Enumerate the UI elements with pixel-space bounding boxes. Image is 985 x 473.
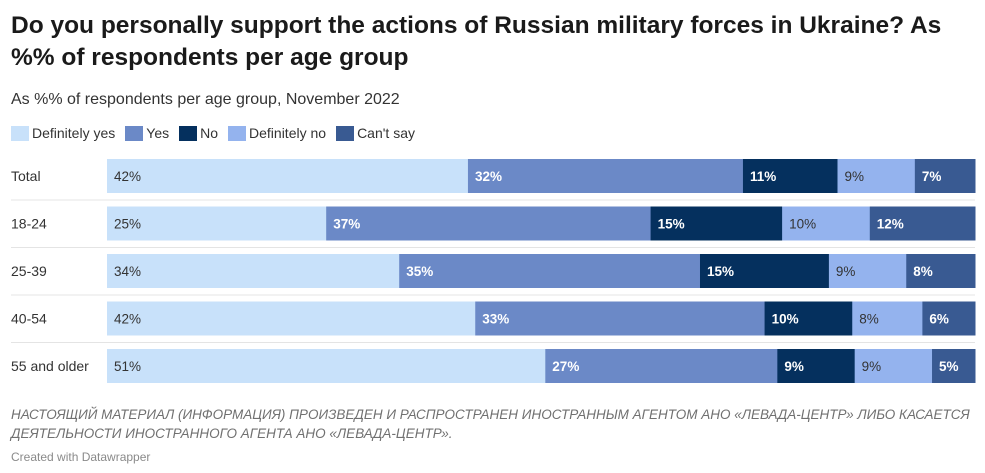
category-label-25-39: 25-39 xyxy=(11,263,47,279)
bar-18-24-yes xyxy=(326,206,652,241)
value-label-total-definitely-no: 9% xyxy=(845,169,865,184)
value-label-40-54-definitely-yes: 42% xyxy=(114,312,141,327)
bar-18-24-definitely-yes xyxy=(107,206,327,241)
value-label-40-54-can-t-say: 6% xyxy=(929,312,949,327)
bar-total-definitely-no xyxy=(837,159,916,193)
bar-18-24-no xyxy=(650,206,783,241)
bar-25-39-no xyxy=(699,254,830,288)
category-label-55-and-older: 55 and older xyxy=(11,358,89,374)
legend-label-cant-say: Can't say xyxy=(357,125,415,141)
value-label-55-and-older-yes: 27% xyxy=(552,359,579,374)
value-label-55-and-older-definitely-yes: 51% xyxy=(114,359,141,374)
bar-55-and-older-can-t-say xyxy=(932,349,976,383)
bar-40-54-can-t-say xyxy=(922,301,976,336)
value-label-40-54-definitely-no: 8% xyxy=(859,312,879,327)
value-label-total-can-t-say: 7% xyxy=(922,169,942,184)
value-label-18-24-definitely-yes: 25% xyxy=(114,217,141,232)
bar-55-and-older-no xyxy=(777,349,856,383)
bar-18-24-can-t-say xyxy=(869,206,976,241)
value-label-40-54-yes: 33% xyxy=(482,312,509,327)
value-label-25-39-yes: 35% xyxy=(406,264,433,279)
value-label-18-24-definitely-no: 10% xyxy=(789,217,816,232)
value-label-25-39-can-t-say: 8% xyxy=(913,264,933,279)
legend-swatch-yes xyxy=(125,125,144,141)
value-label-25-39-definitely-no: 9% xyxy=(836,264,856,279)
category-label-40-54: 40-54 xyxy=(11,311,47,327)
bar-55-and-older-yes xyxy=(545,349,778,383)
value-label-55-and-older-definitely-no: 9% xyxy=(862,359,882,374)
legend-label-definitely-yes: Definitely yes xyxy=(32,125,116,141)
foreign-agent-notice: НАСТОЯЩИЙ МАТЕРИАЛ (ИНФОРМАЦИЯ) ПРОИЗВЕД… xyxy=(11,407,970,441)
bar-18-24-definitely-no xyxy=(782,206,871,241)
value-label-total-no: 11% xyxy=(750,169,776,184)
legend-swatch-cant-say xyxy=(336,125,355,141)
legend-swatch-definitely-yes xyxy=(11,125,29,141)
bar-25-39-definitely-yes xyxy=(107,254,400,288)
bar-40-54-definitely-no xyxy=(852,301,923,336)
bar-25-39-can-t-say xyxy=(906,254,976,288)
value-label-40-54-no: 10% xyxy=(772,312,799,327)
bar-40-54-yes xyxy=(475,301,766,336)
bar-25-39-yes xyxy=(399,254,701,288)
bar-40-54-definitely-yes xyxy=(107,301,476,336)
category-label-total: Total xyxy=(11,168,41,184)
legend-label-definitely-no: Definitely no xyxy=(249,125,327,141)
bar-55-and-older-definitely-no xyxy=(854,349,933,383)
value-label-55-and-older-no: 9% xyxy=(784,359,804,374)
bar-total-can-t-say xyxy=(914,159,976,193)
bar-total-no xyxy=(742,159,838,193)
chart-title: Do you personally support the actions of… xyxy=(11,12,942,71)
legend-swatch-no xyxy=(179,125,198,141)
legend-swatch-definitely-no xyxy=(228,125,247,141)
legend-label-yes: Yes xyxy=(146,125,170,141)
legend-item-no: No xyxy=(179,124,218,142)
bar-40-54-no xyxy=(764,301,853,336)
legend-item-definitely-no: Definitely no xyxy=(228,124,326,142)
value-label-total-definitely-yes: 42% xyxy=(114,169,141,184)
stacked-bar-chart: Total 42% 32% 11% 9% 7% 18-24 25% 37% 15% 10% 12% 25… xyxy=(11,159,976,383)
value-label-25-39-definitely-yes: 34% xyxy=(114,264,141,279)
legend-label-no: No xyxy=(200,125,219,141)
bar-25-39-definitely-no xyxy=(828,254,907,288)
bar-total-yes xyxy=(467,159,744,193)
legend-item-yes: Yes xyxy=(125,124,169,142)
legend-item-cant-say: Can't say xyxy=(336,124,415,142)
value-label-18-24-yes: 37% xyxy=(333,217,360,232)
value-label-18-24-can-t-say: 12% xyxy=(877,217,904,232)
datawrapper-credit: Created with Datawrapper xyxy=(11,450,151,464)
bar-total-definitely-yes xyxy=(107,159,469,193)
value-label-55-and-older-can-t-say: 5% xyxy=(939,359,959,374)
chart-subtitle: As %% of respondents per age group, Nove… xyxy=(11,91,400,108)
bar-55-and-older-definitely-yes xyxy=(107,349,546,383)
legend: Definitely yes Yes No Definitely no Can'… xyxy=(11,124,425,142)
legend-item-definitely-yes: Definitely yes xyxy=(11,124,115,142)
value-label-25-39-no: 15% xyxy=(707,264,734,279)
category-label-18-24: 18-24 xyxy=(11,216,47,232)
value-label-18-24-no: 15% xyxy=(658,217,685,232)
value-label-total-yes: 32% xyxy=(475,169,502,184)
